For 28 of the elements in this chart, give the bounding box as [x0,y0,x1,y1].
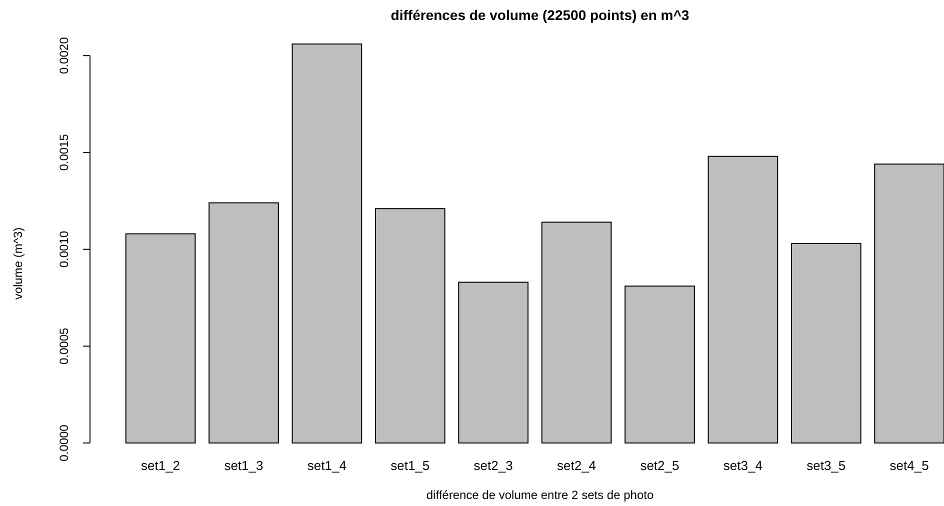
y-tick-label: 0.0010 [57,230,71,268]
x-tick-label: set4_5 [890,458,929,473]
chart-title: différences de volume (22500 points) en m^3 [390,7,690,23]
y-tick-label: 0.0005 [57,327,71,365]
x-tick-label: set2_3 [474,458,513,473]
bar [541,222,612,444]
x-tick-label: set2_5 [640,458,680,473]
bar [790,243,862,444]
x-tick-label: set1_3 [224,458,264,473]
bar [374,208,446,444]
x-tick-label: set1_4 [307,458,346,473]
y-axis-title: volume (m^3) [11,227,25,300]
x-axis-title: différence de volume entre 2 sets de photo [426,488,654,502]
bar [708,156,778,444]
y-tick-label: 0.0015 [57,134,71,171]
x-tick-label: set3_4 [723,458,762,473]
bar [208,202,279,444]
x-tick-label: set1_2 [141,458,180,473]
bar [624,286,695,444]
bar [458,282,528,444]
x-tick-label: set3_5 [806,458,846,473]
bar [125,233,196,444]
y-tick-label: 0.0000 [57,424,71,462]
x-tick-label: set1_5 [390,458,430,473]
y-tick-label: 0.0020 [57,36,71,74]
bar [874,164,944,444]
x-tick-label: set2_4 [557,458,596,473]
bar [292,44,362,444]
